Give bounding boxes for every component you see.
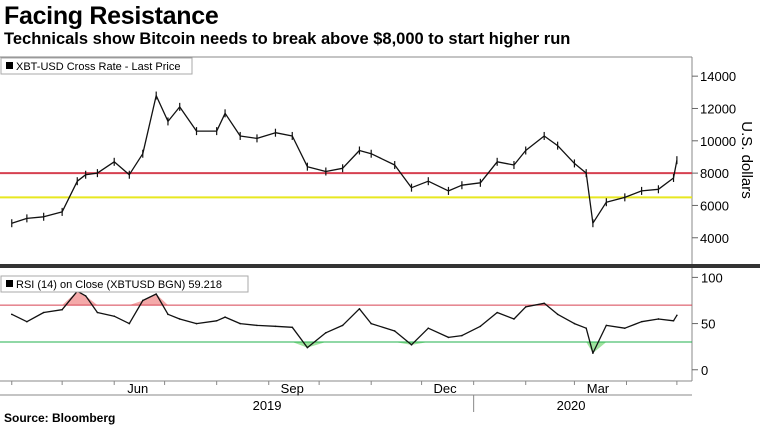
rsi-point: [61, 308, 63, 311]
rsi-point: [585, 327, 587, 329]
rsi-point: [556, 313, 559, 316]
rsi-point: [10, 313, 13, 316]
rsi-point: [676, 314, 678, 317]
rsi-point: [113, 315, 116, 317]
rsi-point: [155, 293, 158, 295]
price-legend-box: [0, 57, 193, 75]
x-tick-label-year: 2019: [253, 398, 282, 413]
rsi-point: [543, 302, 545, 305]
rsi-point: [657, 318, 660, 320]
rsi-point: [256, 324, 258, 327]
x-tick-label-month: Sep: [281, 381, 304, 396]
rsi-legend-label: RSI (14) on Close (XBTUSD BGN) 59.218: [16, 279, 222, 291]
rsi-point: [239, 322, 241, 325]
rsi-panel: 0 50 100: [0, 270, 723, 378]
rsi-point: [592, 352, 594, 354]
rsi-point: [167, 313, 169, 316]
rsi-point: [178, 318, 181, 320]
rsi-point: [128, 322, 131, 325]
rsi-point: [370, 322, 372, 325]
rsi-legend-swatch: [6, 280, 13, 287]
x-tick-label-year: 2020: [557, 398, 586, 413]
rsi-point: [461, 334, 463, 337]
rsi-oversold-fill: [11, 342, 677, 354]
price-legend-swatch: [6, 62, 13, 69]
x-axis: Jun Sep Dec Mar 2019 2020: [11, 381, 678, 413]
rsi-y-tick-label: 100: [701, 270, 723, 285]
price-panel: 4000 6000 8000 10000 12000 14000: [0, 69, 736, 246]
rsi-point: [306, 346, 309, 349]
rsi-point: [573, 322, 576, 325]
price-y-tick-label: 10000: [700, 134, 736, 149]
chart-title: Facing Resistance: [4, 2, 219, 30]
rsi-point: [410, 344, 413, 346]
panel-divider: [0, 264, 760, 268]
rsi-point: [42, 311, 45, 314]
rsi-point: [291, 326, 294, 329]
rsi-point: [325, 332, 327, 334]
rsi-point: [141, 299, 144, 302]
x-tick-label-month: Jun: [127, 381, 148, 396]
rsi-point: [84, 295, 87, 297]
rsi-overbought-fill: [11, 291, 677, 306]
rsi-point: [624, 327, 626, 329]
rsi-point: [427, 327, 430, 329]
rsi-point: [605, 324, 608, 327]
price-y-tick-label: 8000: [700, 166, 729, 181]
rsi-point: [496, 311, 498, 314]
x-tick-label-month: Mar: [587, 381, 610, 396]
rsi-point: [672, 320, 675, 322]
rsi-point: [524, 306, 527, 308]
price-series-line: [11, 94, 678, 224]
rsi-point: [393, 330, 396, 332]
rsi-y-tick-label: 0: [701, 363, 708, 378]
source-note: Source: Bloomberg: [4, 411, 116, 425]
rsi-point: [274, 325, 277, 328]
rsi-series-line: [11, 290, 678, 354]
rsi-point: [224, 316, 226, 318]
y-axis-title: U.S. dollars: [738, 121, 755, 199]
price-legend-label: XBT-USD Cross Rate - Last Price: [16, 61, 180, 73]
price-y-tick-label: 12000: [700, 101, 736, 116]
rsi-point: [195, 322, 198, 325]
rsi-point: [358, 307, 361, 310]
x-tick-label-month: Dec: [434, 381, 458, 396]
rsi-y-tick-label: 50: [701, 317, 715, 332]
rsi-point: [96, 311, 99, 314]
rsi-point: [215, 320, 218, 322]
price-y-tick-label: 14000: [700, 69, 736, 84]
rsi-point: [447, 336, 450, 339]
rsi-legend-box: [0, 275, 249, 293]
rsi-point: [26, 320, 28, 323]
chart-subtitle: Technicals show Bitcoin needs to break a…: [4, 30, 571, 48]
rsi-point: [513, 318, 515, 320]
price-y-tick-label: 4000: [700, 231, 729, 246]
rsi-point: [640, 320, 643, 323]
rsi-point: [479, 325, 482, 328]
price-y-tick-label: 6000: [700, 198, 729, 213]
rsi-point: [341, 324, 344, 327]
